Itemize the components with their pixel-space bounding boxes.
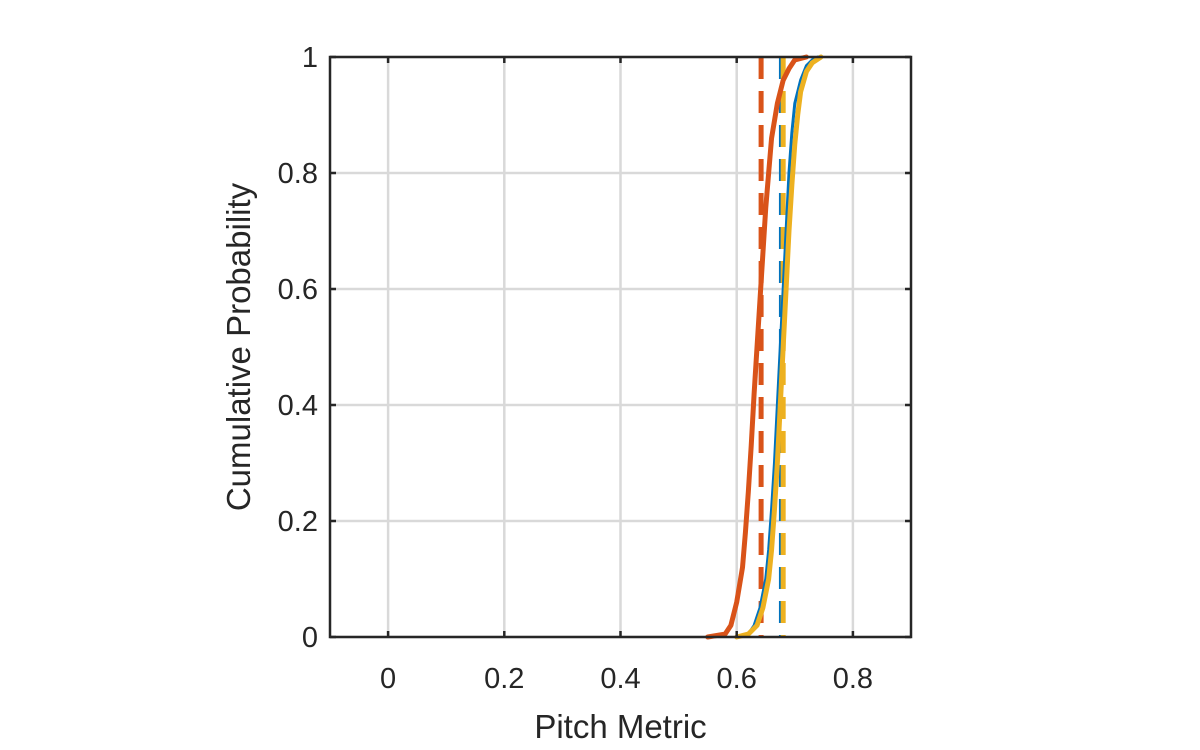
y-tick-label-4: 0.8 [278, 158, 318, 190]
cdf-series-0 [735, 55, 820, 639]
y-tick-label-3: 0.6 [278, 274, 318, 306]
x-tick-label-2: 0.4 [600, 663, 640, 695]
x-tick-label-4: 0.8 [833, 663, 873, 695]
axis-ticks: 0 0.2 0.4 0.6 0.8 0 0.2 0.4 0.6 0.8 1 [278, 42, 911, 695]
y-tick-label-1: 0.2 [278, 506, 318, 538]
series-layer [705, 54, 824, 640]
x-tick-label-1: 0.2 [484, 663, 524, 695]
x-tick-label-0: 0 [380, 663, 396, 695]
y-tick-label-5: 1 [302, 42, 318, 74]
cdf-series-1 [705, 54, 809, 640]
y-axis-label: Cumulative Probability [220, 182, 257, 511]
y-tick-label-2: 0.4 [278, 390, 318, 422]
x-axis-label: Pitch Metric [534, 708, 706, 745]
x-tick-label-3: 0.6 [717, 663, 757, 695]
cdf-series-2 [734, 54, 824, 640]
y-tick-label-0: 0 [302, 622, 318, 654]
